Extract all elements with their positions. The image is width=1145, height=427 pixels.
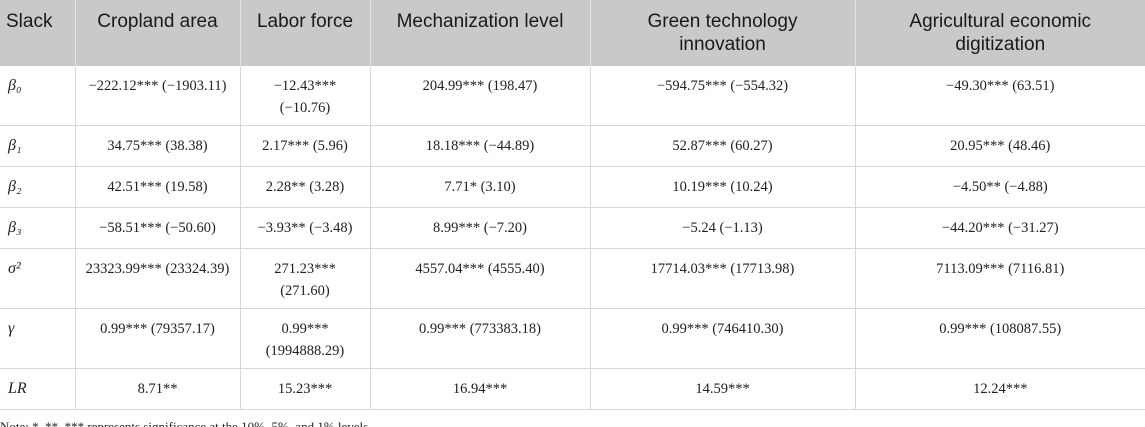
table-cell: 204.99*** (198.47) (369, 66, 590, 126)
table-cell: −3.93** (−3.48) (239, 207, 370, 249)
table-cell: 12.24*** (854, 368, 1145, 410)
table-row: β₁ 34.75*** (38.38) 2.17*** (5.96) 18.18***… (0, 125, 1145, 167)
row-label: LR (0, 368, 75, 410)
table-row: γ 0.99*** (79357.17) 0.99*** (1994888.29) 0… (0, 308, 1145, 369)
column-header: Labor force (239, 0, 370, 66)
table-note: Note: *, **, *** represents significance… (0, 419, 372, 427)
table-cell: 4557.04*** (4555.40) (369, 248, 590, 309)
table-row: LR 8.71** 15.23*** 16.94*** 14.59*** 12.24*** (0, 368, 1145, 410)
table-cell: 17714.03*** (17713.98) (589, 248, 855, 309)
table-body: β₀ −222.12*** (−1903.11) −12.43*** (−10.76… (0, 66, 1145, 410)
row-label: β₀ (0, 66, 75, 126)
table-cell: −58.51*** (−50.60) (74, 207, 240, 249)
table-cell: −12.43*** (−10.76) (239, 66, 370, 126)
table-cell: 16.94*** (369, 368, 590, 410)
table-cell: 0.99*** (773383.18) (369, 308, 590, 369)
table-cell: 0.99*** (1994888.29) (239, 308, 370, 369)
table-cell: −49.30*** (63.51) (854, 66, 1145, 126)
row-label: γ (0, 308, 75, 369)
table-row: β₂ 42.51*** (19.58) 2.28** (3.28) 7.71* (3.… (0, 166, 1145, 208)
table-cell: 2.17*** (5.96) (239, 125, 370, 167)
table-cell: 0.99*** (746410.30) (589, 308, 855, 369)
table-cell: −4.50** (−4.88) (854, 166, 1145, 208)
table-cell: −222.12*** (−1903.11) (74, 66, 240, 126)
row-label: β₃ (0, 207, 75, 249)
table-cell: 20.95*** (48.46) (854, 125, 1145, 167)
table-cell: 52.87*** (60.27) (589, 125, 855, 167)
table-cell: 34.75*** (38.38) (74, 125, 240, 167)
row-label: σ² (0, 248, 75, 309)
column-header: Mechanization level (369, 0, 590, 66)
table-cell: −44.20*** (−31.27) (854, 207, 1145, 249)
table-cell: 8.71** (74, 368, 240, 410)
table-cell: 14.59*** (589, 368, 855, 410)
table-cell: 10.19*** (10.24) (589, 166, 855, 208)
table-cell: 0.99*** (108087.55) (854, 308, 1145, 369)
table-cell: 0.99*** (79357.17) (74, 308, 240, 369)
table-cell: 8.99*** (−7.20) (369, 207, 590, 249)
row-label: β₁ (0, 125, 75, 167)
table-cell: −594.75*** (−554.32) (589, 66, 855, 126)
table-row: β₀ −222.12*** (−1903.11) −12.43*** (−10.76… (0, 66, 1145, 126)
table-cell: 271.23*** (271.60) (239, 248, 370, 309)
table-cell: 18.18*** (−44.89) (369, 125, 590, 167)
table-row: σ² 23323.99*** (23324.39) 271.23*** (271.6… (0, 248, 1145, 309)
table-cell: 23323.99*** (23324.39) (74, 248, 240, 309)
header-row: Slack Cropland area Labor force Mechanizati… (0, 0, 1145, 66)
table-cell: 15.23*** (239, 368, 370, 410)
table-header: Slack Cropland area Labor force Mechanizati… (0, 0, 1145, 66)
table-row: β₃ −58.51*** (−50.60) −3.93** (−3.48) 8.99*… (0, 207, 1145, 249)
table-cell: 2.28** (3.28) (239, 166, 370, 208)
column-header: Slack (0, 0, 75, 66)
row-label: β₂ (0, 166, 75, 208)
table-cell: 7.71* (3.10) (369, 166, 590, 208)
table-cell: 42.51*** (19.58) (74, 166, 240, 208)
column-header: Agricultural economic digitization (854, 0, 1145, 66)
results-table: Slack Cropland area Labor force Mechanizati… (0, 0, 1145, 410)
table-cell: 7113.09*** (7116.81) (854, 248, 1145, 309)
column-header: Cropland area (74, 0, 240, 66)
column-header: Green technology innovation (589, 0, 855, 66)
table-cell: −5.24 (−1.13) (589, 207, 855, 249)
